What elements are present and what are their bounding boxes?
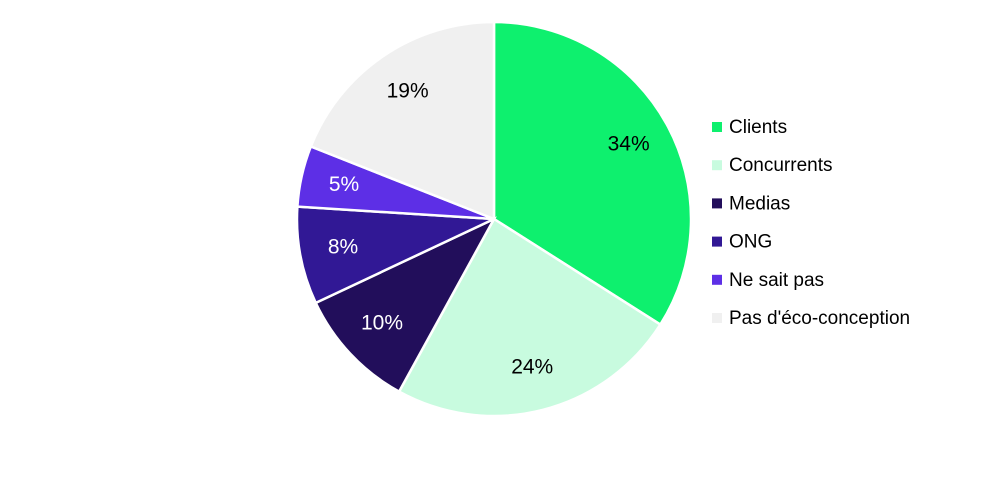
legend-label: Ne sait pas — [729, 270, 824, 291]
data-label: 19% — [387, 79, 429, 102]
data-label: 5% — [329, 173, 359, 196]
legend-swatch — [712, 122, 722, 132]
legend-label: Concurrents — [729, 155, 833, 176]
legend-swatch — [712, 313, 722, 323]
data-label: 24% — [511, 355, 553, 378]
legend-label: Medias — [729, 193, 790, 214]
data-label: 10% — [361, 312, 403, 335]
legend-label: Pas d'éco-conception — [729, 308, 910, 329]
legend-swatch — [712, 236, 722, 247]
legend-swatch — [712, 198, 722, 209]
legend-label: ONG — [729, 232, 772, 253]
data-label: 34% — [608, 133, 650, 156]
pie-slice — [309, 20, 496, 221]
data-label: 8% — [328, 235, 358, 258]
pie-slice — [314, 216, 497, 394]
legend-swatch — [712, 274, 722, 285]
pie-slice — [295, 205, 495, 305]
pie-slice — [397, 217, 663, 418]
legend-swatch — [712, 160, 722, 171]
legend-label: Clients — [729, 117, 787, 138]
